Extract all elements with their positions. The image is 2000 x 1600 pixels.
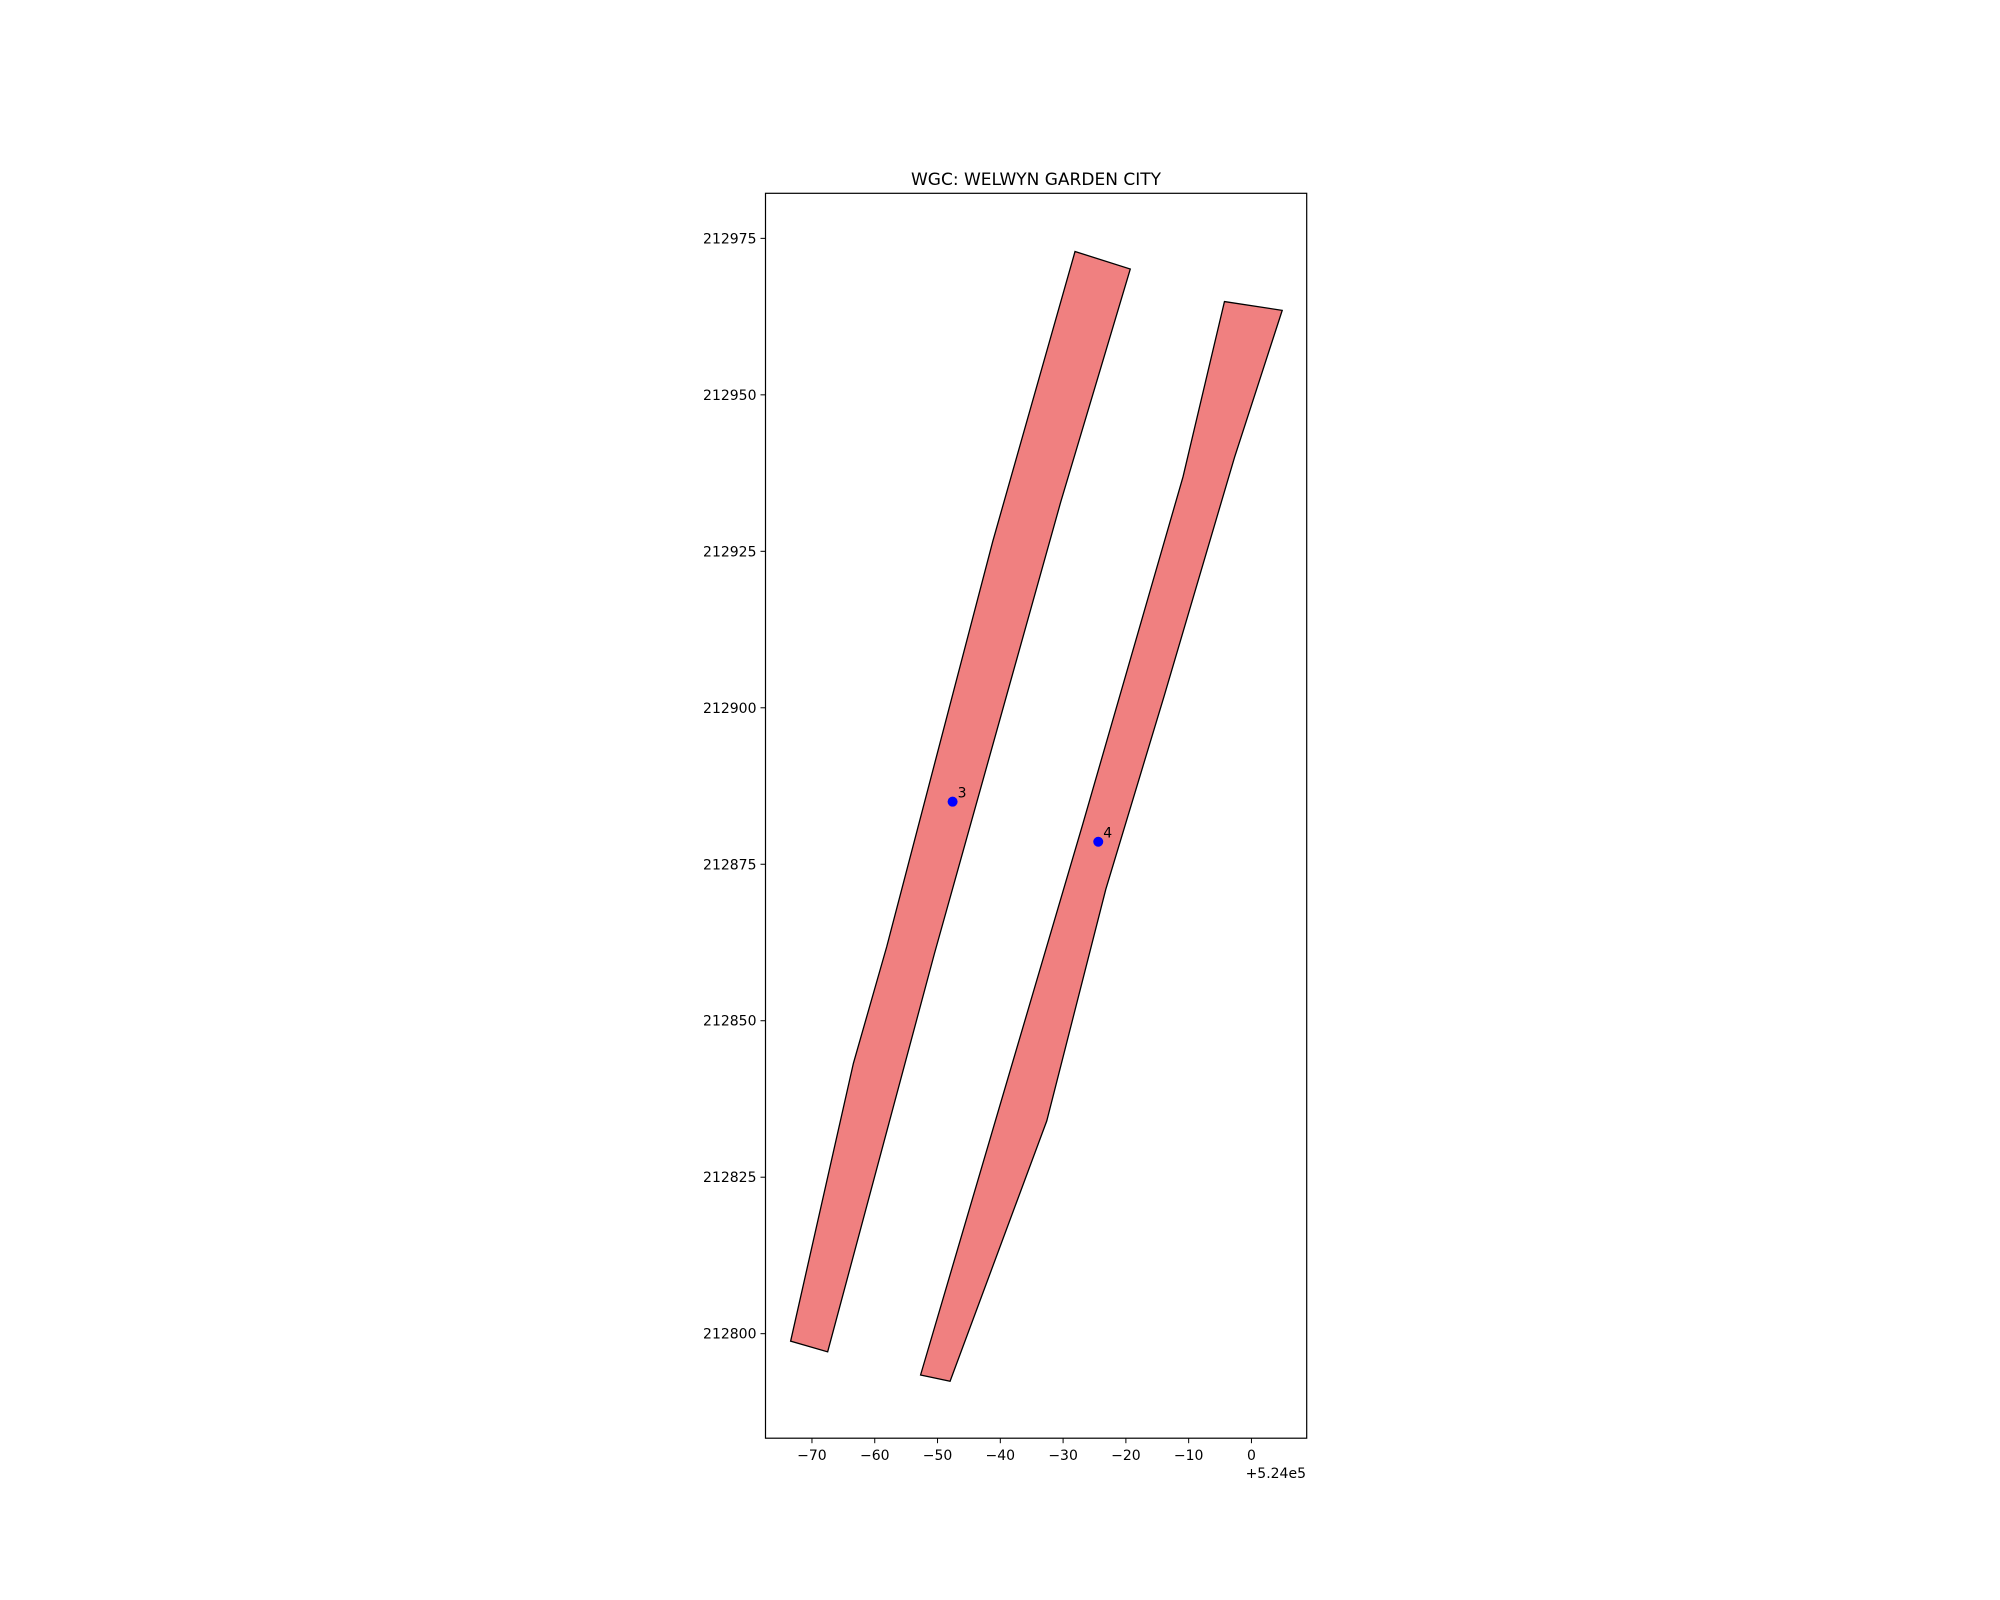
y-tick-label: 212950 [703, 388, 756, 404]
y-tick-label: 212900 [703, 701, 756, 717]
polygon [789, 250, 1132, 1353]
chart-title: WGC: WELWYN GARDEN CITY [911, 170, 1162, 190]
plot-frame [764, 192, 1308, 1439]
x-tick-label: −40 [986, 1448, 1016, 1464]
x-tick-label: −10 [1174, 1448, 1204, 1464]
x-tick-label: −60 [860, 1448, 890, 1464]
x-tick-label: 0 [1247, 1448, 1256, 1464]
point-label: 4 [1103, 826, 1112, 842]
y-tick-label: 212925 [703, 544, 756, 560]
x-tick-label: −30 [1048, 1448, 1078, 1464]
x-tick-label: −50 [923, 1448, 953, 1464]
y-tick-label: 212825 [703, 1170, 756, 1186]
point [1093, 836, 1104, 847]
point-label: 3 [958, 786, 967, 802]
point [947, 796, 958, 807]
x-tick-label: −20 [1111, 1448, 1141, 1464]
y-tick-label: 212875 [703, 857, 756, 873]
y-tick-label: 212850 [703, 1014, 756, 1030]
y-tick-label: 212800 [703, 1327, 756, 1343]
x-tick-label: −70 [797, 1448, 827, 1464]
x-offset-label: +5.24e5 [1246, 1466, 1306, 1482]
y-tick-label: 212975 [703, 231, 756, 247]
